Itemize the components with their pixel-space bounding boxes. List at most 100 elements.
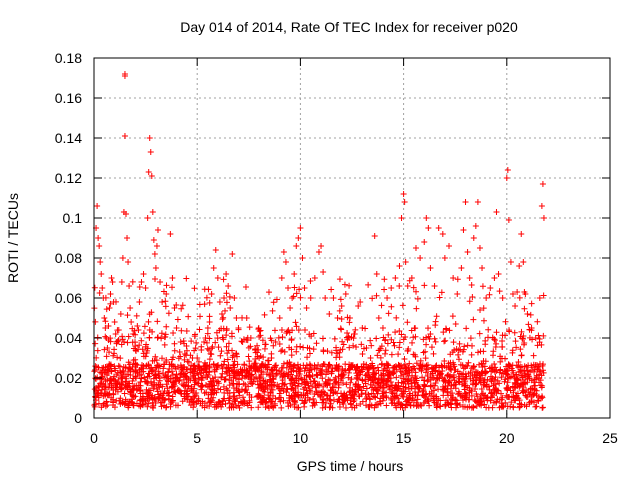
data-point xyxy=(225,347,232,354)
data-point xyxy=(191,333,198,340)
data-point xyxy=(248,404,255,411)
data-point xyxy=(512,338,519,345)
data-point xyxy=(145,400,152,407)
data-point xyxy=(311,275,318,281)
data-point xyxy=(494,387,501,394)
data-point xyxy=(99,373,106,380)
plot-area-border xyxy=(93,57,611,419)
chart-title: Day 014 of 2014, Rate Of TEC Index for r… xyxy=(180,19,518,35)
data-point xyxy=(102,325,109,331)
data-point xyxy=(96,243,103,249)
data-point xyxy=(463,362,470,369)
data-point xyxy=(179,302,186,309)
data-point xyxy=(494,396,501,403)
data-point xyxy=(359,398,366,405)
data-point xyxy=(302,327,309,334)
data-point xyxy=(426,402,433,409)
data-point xyxy=(400,191,407,197)
data-point xyxy=(264,357,271,364)
data-point xyxy=(230,368,237,375)
data-point xyxy=(336,363,343,370)
data-point xyxy=(470,364,477,371)
data-point xyxy=(231,295,238,301)
data-point xyxy=(208,345,215,352)
data-point xyxy=(150,381,157,388)
data-point xyxy=(497,366,504,373)
data-point xyxy=(121,133,128,139)
data-point xyxy=(483,295,490,301)
data-point xyxy=(442,402,449,409)
data-point xyxy=(208,381,215,388)
data-point xyxy=(146,365,153,372)
data-point xyxy=(414,295,421,302)
data-point xyxy=(463,325,470,332)
data-point xyxy=(286,344,293,351)
data-point xyxy=(385,310,392,317)
data-point xyxy=(325,365,332,372)
data-point xyxy=(190,399,197,406)
data-point xyxy=(423,215,430,221)
data-point xyxy=(172,402,179,409)
data-point xyxy=(412,392,419,399)
data-point xyxy=(454,291,461,297)
data-point xyxy=(507,259,514,265)
data-point xyxy=(538,341,545,348)
data-point xyxy=(197,365,204,372)
data-point xyxy=(380,392,387,399)
data-point xyxy=(534,318,541,325)
data-point xyxy=(405,386,412,393)
data-point xyxy=(226,382,233,389)
data-point xyxy=(187,352,194,359)
data-point xyxy=(539,393,546,400)
data-point xyxy=(396,263,403,269)
data-point xyxy=(117,311,124,317)
data-point xyxy=(284,360,291,367)
data-point xyxy=(270,404,277,411)
data-point xyxy=(127,365,134,372)
data-point xyxy=(98,271,105,277)
data-point xyxy=(477,375,484,382)
data-point xyxy=(91,403,98,410)
data-point xyxy=(511,329,518,336)
data-point xyxy=(480,379,487,386)
data-point xyxy=(427,376,434,383)
data-point xyxy=(151,372,158,379)
data-point xyxy=(287,402,294,409)
data-point xyxy=(239,339,246,345)
data-point xyxy=(160,288,167,295)
data-point xyxy=(528,300,535,307)
data-point xyxy=(405,380,412,387)
data-point xyxy=(103,306,110,313)
data-point xyxy=(181,371,188,378)
data-point xyxy=(289,395,296,402)
data-point xyxy=(290,367,297,374)
data-point xyxy=(373,401,380,408)
data-point xyxy=(109,279,116,285)
data-point xyxy=(255,367,262,374)
data-point xyxy=(97,259,104,265)
data-point xyxy=(230,361,237,368)
data-point xyxy=(119,336,126,343)
data-point xyxy=(502,318,509,325)
data-point xyxy=(491,275,498,281)
data-point xyxy=(539,181,546,187)
data-point xyxy=(464,249,471,255)
y-tick-label: 0.02 xyxy=(55,370,82,386)
data-point xyxy=(312,384,319,391)
data-point xyxy=(114,338,121,345)
data-point xyxy=(532,335,539,341)
data-point xyxy=(471,363,478,370)
data-point xyxy=(468,351,475,358)
data-point xyxy=(460,227,467,233)
data-point xyxy=(328,387,335,394)
data-point xyxy=(276,315,283,321)
data-point xyxy=(266,371,273,378)
data-point xyxy=(491,336,498,343)
data-point xyxy=(255,393,262,400)
data-point xyxy=(509,362,516,369)
data-point xyxy=(472,223,479,229)
data-point xyxy=(433,401,440,408)
data-point xyxy=(92,393,99,400)
data-point xyxy=(291,362,298,369)
data-point xyxy=(102,318,109,325)
